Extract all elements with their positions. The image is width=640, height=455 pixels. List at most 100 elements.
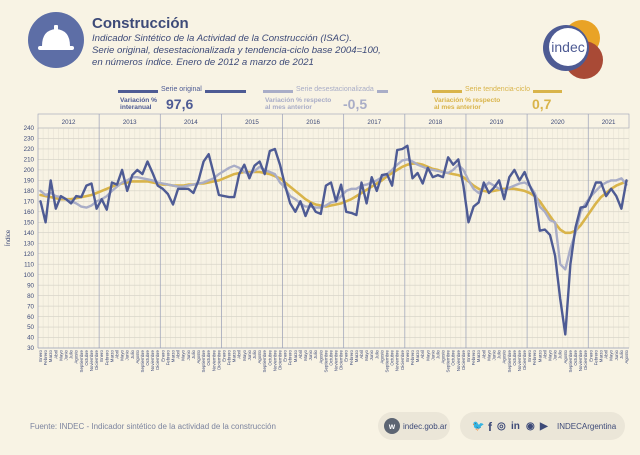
x-tick-label: Diciembre — [94, 349, 99, 369]
x-tick-label: Noviembre — [89, 349, 94, 371]
year-label: 2014 — [184, 119, 198, 126]
x-tick-label: Enero — [405, 349, 410, 361]
x-tick-label: Febrero — [288, 349, 293, 365]
x-tick-label: Febrero — [43, 349, 48, 365]
x-tick-label: Marzo — [293, 349, 298, 362]
x-tick-label: Febrero — [104, 349, 109, 365]
y-tick-label: 60 — [27, 314, 34, 321]
x-tick-label: Diciembre — [583, 349, 588, 369]
subtitle-line: Indicador Sintético de la Actividad de l… — [92, 33, 352, 44]
x-tick-label: Noviembre — [211, 349, 216, 371]
year-label: 2015 — [245, 119, 259, 126]
legend-value-tendencia: 0,7 — [532, 96, 552, 112]
x-tick-label: Junio — [614, 349, 619, 360]
website-link[interactable]: indec.gob.ar — [403, 422, 448, 431]
x-tick-label: Mayo — [486, 349, 491, 360]
facebook-icon[interactable]: f — [488, 420, 492, 434]
x-tick-label: Enero — [160, 349, 165, 361]
x-tick-label: Enero — [527, 349, 532, 361]
legend-caption-line: al mes anterior — [434, 104, 481, 111]
x-tick-label: Diciembre — [278, 349, 283, 369]
linkedin-icon[interactable]: in — [511, 421, 520, 432]
x-tick-label: Mayo — [609, 349, 614, 360]
x-tick-label: Abril — [604, 350, 609, 359]
x-tick-label: Marzo — [232, 349, 237, 362]
social-handle[interactable]: INDECArgentina — [557, 422, 617, 431]
x-tick-label: Junio — [553, 349, 558, 360]
x-tick-label: Julio — [558, 349, 563, 359]
legend-tendencia: Serie tendencia-ciclo Variación % respec… — [432, 86, 562, 122]
legend-value-original: 97,6 — [166, 96, 194, 112]
x-tick-label: Marzo — [537, 349, 542, 362]
x-tick-label: Septiembre — [507, 349, 512, 372]
x-tick-label: Septiembre — [384, 349, 389, 372]
legend-caption-line: Variación % — [120, 97, 158, 104]
x-tick-label: Mayo — [303, 349, 308, 360]
x-tick-label: Agosto — [563, 349, 568, 363]
legend-caption-original: Variación % interanual — [120, 97, 157, 111]
footer-source: Fuente: INDEC - Indicador sintético de l… — [30, 422, 276, 431]
x-tick-label: Marzo — [415, 349, 420, 362]
x-tick-label: Febrero — [410, 349, 415, 365]
x-tick-label: Abril — [298, 350, 303, 359]
x-tick-label: Noviembre — [578, 349, 583, 371]
subtitle-line: Serie original, desestacionalizada y ten… — [92, 45, 381, 56]
x-tick-label: Noviembre — [517, 349, 522, 371]
x-tick-label: Abril — [114, 350, 119, 359]
y-tick-label: 70 — [27, 303, 34, 310]
year-label: 2019 — [490, 119, 504, 126]
x-tick-label: Julio — [313, 349, 318, 359]
x-tick-label: Septiembre — [140, 349, 145, 372]
x-tick-label: Julio — [69, 349, 74, 359]
x-tick-label: Enero — [588, 349, 593, 361]
page-title: Construcción — [92, 15, 189, 32]
x-tick-label: Febrero — [165, 349, 170, 365]
x-tick-label: Enero — [466, 349, 471, 361]
legend-caption-line: al mes anterior — [265, 104, 312, 111]
logo-text: indec — [551, 39, 584, 55]
y-tick-label: 200 — [24, 167, 35, 174]
spotify-icon[interactable]: ◉ — [526, 421, 535, 432]
x-tick-label: Julio — [435, 349, 440, 359]
x-tick-label: Agosto — [257, 349, 262, 363]
year-label: 2021 — [602, 119, 616, 126]
x-tick-label: Diciembre — [461, 349, 466, 369]
x-tick-label: Octubre — [390, 349, 395, 365]
x-tick-label: Diciembre — [155, 349, 160, 369]
x-tick-label: Marzo — [109, 349, 114, 362]
x-tick-label: Septiembre — [262, 349, 267, 372]
y-tick-label: 110 — [24, 261, 34, 268]
x-tick-label: Abril — [420, 350, 425, 359]
youtube-icon[interactable]: ▶ — [540, 421, 548, 432]
y-tick-label: 50 — [27, 324, 34, 331]
social-pill: 🐦 f ◎ in ◉ ▶ INDECArgentina — [460, 412, 625, 440]
x-tick-label: Febrero — [227, 349, 232, 365]
x-tick-label: Julio — [374, 349, 379, 359]
x-tick-label: Junio — [247, 349, 252, 360]
x-tick-label: Mayo — [548, 349, 553, 360]
subtitle: Indicador Sintético de la Actividad de l… — [92, 33, 492, 69]
x-tick-label: Diciembre — [400, 349, 405, 369]
y-tick-label: 130 — [24, 240, 35, 247]
x-tick-label: Septiembre — [568, 349, 573, 372]
y-tick-label: 120 — [24, 251, 35, 258]
x-tick-label: Julio — [130, 349, 135, 359]
year-label: 2017 — [367, 119, 381, 126]
legend-value-desest: -0,5 — [343, 96, 368, 112]
x-tick-label: Agosto — [624, 349, 629, 363]
x-tick-label: Agosto — [196, 349, 201, 363]
instagram-icon[interactable]: ◎ — [497, 421, 506, 432]
x-tick-label: Abril — [359, 350, 364, 359]
y-tick-label: 160 — [24, 209, 35, 216]
x-tick-label: Octubre — [573, 349, 578, 365]
subtitle-line: en números índice. Enero de 2012 a marzo… — [92, 57, 314, 68]
x-tick-label: Noviembre — [456, 349, 461, 371]
globe-icon: w — [384, 418, 400, 434]
twitter-icon[interactable]: 🐦 — [472, 421, 485, 432]
series-line-tendencia-ciclo — [39, 162, 628, 235]
website-pill[interactable]: w indec.gob.ar — [378, 412, 450, 440]
x-tick-label: Marzo — [354, 349, 359, 362]
x-tick-label: Julio — [252, 349, 257, 359]
legend-desest: Serie desestacionalizada Variación % res… — [263, 86, 388, 122]
y-tick-label: 180 — [24, 188, 35, 195]
